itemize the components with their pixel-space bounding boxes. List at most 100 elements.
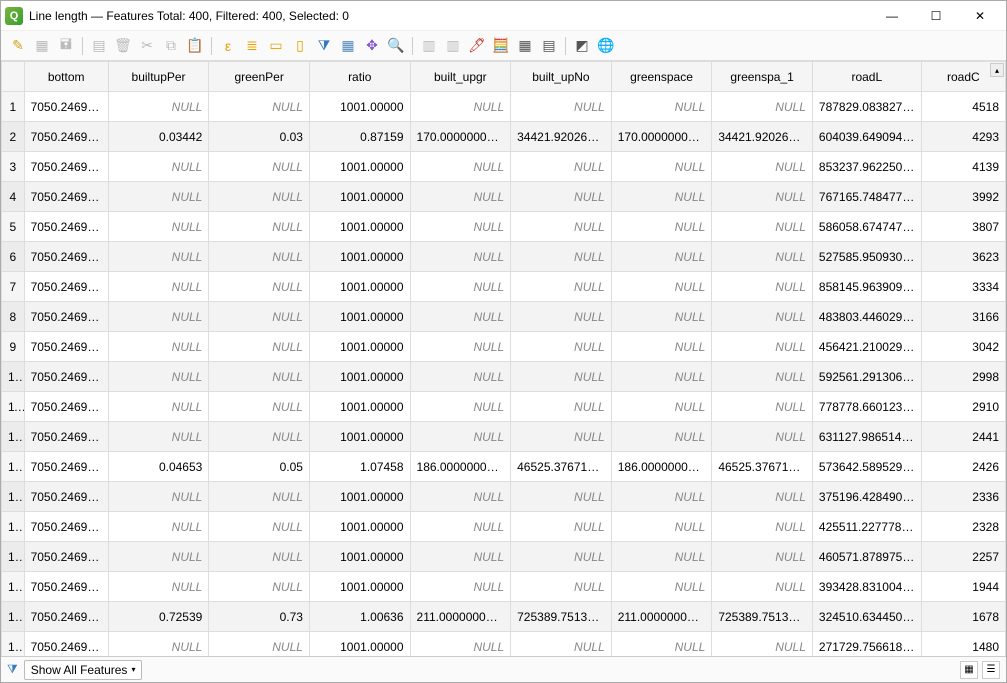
cell[interactable]: NULL	[108, 572, 209, 602]
row-header[interactable]: 14	[2, 482, 25, 512]
dock-icon[interactable]: ◩	[571, 35, 593, 57]
column-header[interactable]: builtupPer	[108, 62, 209, 92]
cell[interactable]: 858145.9639099…	[812, 272, 921, 302]
cell[interactable]: 34421.92026092…	[511, 122, 612, 152]
cell[interactable]: NULL	[712, 482, 813, 512]
cell[interactable]: NULL	[712, 152, 813, 182]
cell[interactable]: NULL	[209, 362, 310, 392]
table-row[interactable]: 97050.24699…NULLNULL1001.00000NULLNULLNU…	[2, 332, 1006, 362]
actions-icon[interactable]: ▤	[538, 35, 560, 57]
cell[interactable]: NULL	[209, 182, 310, 212]
row-header[interactable]: 9	[2, 332, 25, 362]
cell[interactable]: NULL	[511, 362, 612, 392]
column-header[interactable]: built_upNo	[511, 62, 612, 92]
save-icon[interactable]: 🖬	[55, 35, 77, 57]
table-row[interactable]: 107050.24699…NULLNULL1001.00000NULLNULLN…	[2, 362, 1006, 392]
cell[interactable]: 425511.2277787…	[812, 512, 921, 542]
cell[interactable]: NULL	[209, 482, 310, 512]
cell[interactable]: 7050.24699…	[24, 242, 108, 272]
select-all-icon[interactable]: ≣	[241, 35, 263, 57]
cell[interactable]: 7050.24699…	[24, 272, 108, 302]
cell[interactable]: 1001.00000	[309, 152, 410, 182]
cell[interactable]: NULL	[611, 92, 712, 122]
cell[interactable]: NULL	[712, 182, 813, 212]
cell[interactable]: NULL	[611, 422, 712, 452]
copy-icon[interactable]: ⧉	[160, 35, 182, 57]
form-view-icon[interactable]: ☰	[982, 661, 1000, 679]
cell[interactable]: NULL	[511, 572, 612, 602]
cell[interactable]: NULL	[712, 572, 813, 602]
column-header[interactable]: greenspace	[611, 62, 712, 92]
row-header[interactable]: 2	[2, 122, 25, 152]
cell[interactable]: NULL	[611, 212, 712, 242]
cell[interactable]: 631127.9865141…	[812, 422, 921, 452]
cell[interactable]: NULL	[410, 482, 511, 512]
cell[interactable]: NULL	[611, 332, 712, 362]
minimize-button[interactable]: —	[870, 2, 914, 30]
cell[interactable]: NULL	[209, 92, 310, 122]
cell[interactable]: 7050.24699…	[24, 422, 108, 452]
maximize-button[interactable]: ☐	[914, 2, 958, 30]
cell[interactable]: 170.0000000000…	[410, 122, 511, 152]
scroll-up-icon[interactable]: ▴	[990, 63, 1004, 77]
cell[interactable]: 170.0000000000…	[611, 122, 712, 152]
table-row[interactable]: 17050.24699…NULLNULL1001.00000NULLNULLNU…	[2, 92, 1006, 122]
cell[interactable]: NULL	[511, 92, 612, 122]
cell[interactable]: 725389.7513449…	[712, 602, 813, 632]
cell[interactable]: NULL	[108, 632, 209, 657]
cell[interactable]: 460571.8789758…	[812, 542, 921, 572]
table-view-icon[interactable]: ▦	[960, 661, 978, 679]
cell[interactable]: NULL	[410, 542, 511, 572]
cell[interactable]: NULL	[712, 542, 813, 572]
row-header[interactable]: 6	[2, 242, 25, 272]
cell[interactable]: NULL	[209, 272, 310, 302]
cell[interactable]: 7050.24699…	[24, 482, 108, 512]
cell[interactable]: 853237.962250948	[812, 152, 921, 182]
table-row[interactable]: 157050.24699…NULLNULL1001.00000NULLNULLN…	[2, 512, 1006, 542]
cell[interactable]: NULL	[108, 512, 209, 542]
cell[interactable]: NULL	[511, 542, 612, 572]
column-header[interactable]: greenPer	[209, 62, 310, 92]
cell[interactable]: NULL	[209, 512, 310, 542]
cell[interactable]: NULL	[511, 482, 612, 512]
zoom-to-icon[interactable]: 🔍	[385, 35, 407, 57]
cut-icon[interactable]: ✂	[136, 35, 158, 57]
cell[interactable]: 1.07458	[309, 452, 410, 482]
cell[interactable]: NULL	[209, 632, 310, 657]
cell[interactable]: NULL	[108, 302, 209, 332]
cell[interactable]: NULL	[511, 332, 612, 362]
cell[interactable]: NULL	[511, 392, 612, 422]
cell[interactable]: 1678	[921, 602, 1005, 632]
cell[interactable]: NULL	[712, 212, 813, 242]
cell[interactable]: 7050.24699…	[24, 212, 108, 242]
cell[interactable]: 1001.00000	[309, 182, 410, 212]
cell[interactable]: 573642.589529935	[812, 452, 921, 482]
cell[interactable]: NULL	[511, 422, 612, 452]
cell[interactable]: 1001.00000	[309, 212, 410, 242]
table-row[interactable]: 57050.24699…NULLNULL1001.00000NULLNULLNU…	[2, 212, 1006, 242]
cell[interactable]: NULL	[410, 572, 511, 602]
cell[interactable]: 3623	[921, 242, 1005, 272]
field-calc-icon[interactable]: 🖊	[466, 35, 488, 57]
cell[interactable]: 1001.00000	[309, 542, 410, 572]
table-row[interactable]: 197050.24699…NULLNULL1001.00000NULLNULLN…	[2, 632, 1006, 657]
cell[interactable]: 725389.7513449…	[511, 602, 612, 632]
cell[interactable]: NULL	[209, 332, 310, 362]
cell[interactable]: NULL	[410, 302, 511, 332]
cell[interactable]: NULL	[410, 92, 511, 122]
cell[interactable]: NULL	[712, 332, 813, 362]
row-header[interactable]: 19	[2, 632, 25, 657]
cell[interactable]: 4518	[921, 92, 1005, 122]
table-row[interactable]: 167050.24699…NULLNULL1001.00000NULLNULLN…	[2, 542, 1006, 572]
cell[interactable]: NULL	[611, 632, 712, 657]
cell[interactable]: 271729.7566181…	[812, 632, 921, 657]
cell[interactable]: 778778.6601236…	[812, 392, 921, 422]
cell[interactable]: 7050.24699…	[24, 602, 108, 632]
cell[interactable]: NULL	[611, 512, 712, 542]
cell[interactable]: 0.87159	[309, 122, 410, 152]
cell[interactable]: 4293	[921, 122, 1005, 152]
cell[interactable]: NULL	[410, 392, 511, 422]
cell[interactable]: NULL	[108, 392, 209, 422]
reload-icon[interactable]: 🌐	[595, 35, 617, 57]
cell[interactable]: 0.72539	[108, 602, 209, 632]
